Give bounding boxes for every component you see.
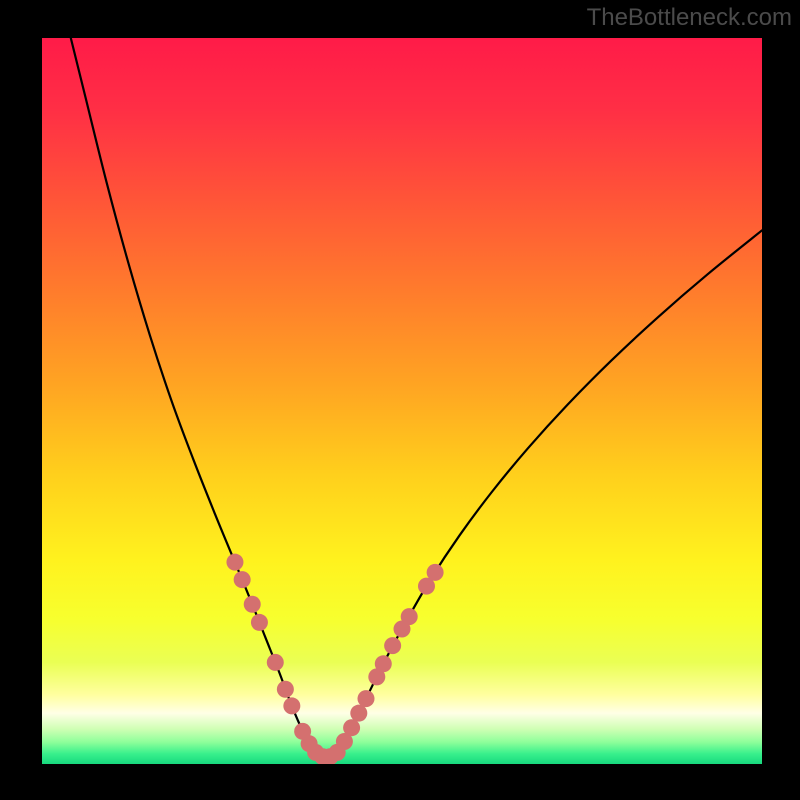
watermark-label: TheBottleneck.com xyxy=(587,4,792,32)
bottleneck-curve-chart xyxy=(42,38,762,764)
plot-area xyxy=(42,38,762,764)
chart-frame: TheBottleneck.com xyxy=(0,0,800,800)
